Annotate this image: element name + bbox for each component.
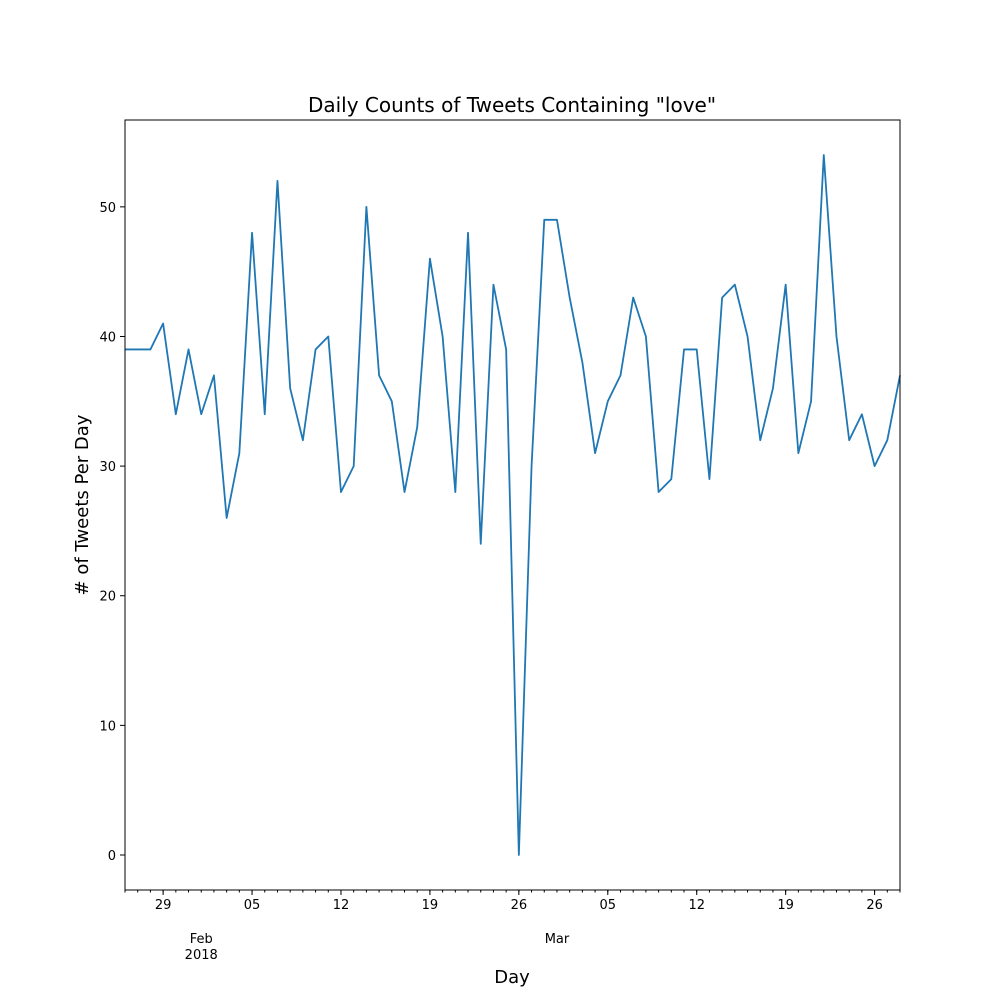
x-tick-label: 12 xyxy=(333,898,350,913)
series-line xyxy=(125,154,901,856)
x-month-label: Mar xyxy=(545,932,570,947)
x-month-label: Feb xyxy=(190,932,213,947)
x-tick-label: 19 xyxy=(777,898,794,913)
x-tick-label: 05 xyxy=(600,898,617,913)
y-tick-label: 0 xyxy=(108,849,116,864)
x-tick-label: 29 xyxy=(155,898,172,913)
x-tick-label: 12 xyxy=(688,898,705,913)
y-axis-title: # of Tweets Per Day xyxy=(72,414,93,595)
plot-frame xyxy=(124,119,901,891)
x-axis-title: Day xyxy=(494,967,530,988)
x-tick-label: 05 xyxy=(244,898,261,913)
y-tick-label: 10 xyxy=(99,719,116,734)
y-tick-label: 40 xyxy=(99,330,116,345)
y-tick-label: 20 xyxy=(99,590,116,605)
x-tick-label: 26 xyxy=(866,898,883,913)
x-tick-label: 26 xyxy=(511,898,528,913)
x-year-label: 2018 xyxy=(185,948,218,963)
series-layer xyxy=(125,154,901,856)
chart-title: Daily Counts of Tweets Containing "love" xyxy=(308,93,716,117)
x-tick-label: 19 xyxy=(422,898,439,913)
y-tick-label: 50 xyxy=(99,201,116,216)
y-tick-label: 30 xyxy=(99,460,116,475)
